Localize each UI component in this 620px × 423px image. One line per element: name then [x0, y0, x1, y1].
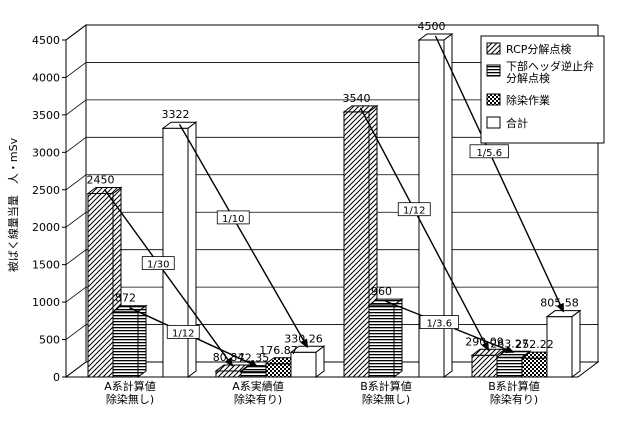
- bar: [367, 298, 404, 378]
- y-tick-label: 4500: [32, 34, 60, 47]
- ratio-label: 1/5.6: [476, 148, 502, 159]
- data-label: 176.87: [259, 344, 298, 357]
- x-tick-label: A系計算値: [104, 379, 156, 393]
- reduction-arrow: [359, 107, 490, 352]
- ratio-label: 1/10: [222, 214, 244, 225]
- data-label: 872: [115, 292, 136, 305]
- data-label: 72.35: [238, 352, 270, 365]
- y-tick-label: 2500: [32, 184, 60, 197]
- ratio-label: 1/12: [403, 206, 425, 217]
- data-label: 80.84: [213, 351, 245, 364]
- y-axis-label: 被ばく線量当量 人・mSv: [6, 137, 20, 272]
- y-tick-label: 0: [53, 371, 60, 384]
- y-tick-label: 3000: [32, 146, 60, 159]
- legend-entry: 合計: [486, 116, 528, 130]
- reduction-arrow: [103, 189, 234, 367]
- data-label: 3540: [343, 92, 371, 105]
- reduction-arrow: [434, 35, 565, 313]
- y-tick-label: 1500: [32, 259, 60, 272]
- y-tick-label: 500: [39, 334, 60, 347]
- data-label: 960: [371, 285, 392, 298]
- x-tick-label: 除染無し): [362, 392, 410, 406]
- y-axis: 0 500 1000 1500 2000 2500 3000 3500 4000 4500: [32, 34, 578, 384]
- x-tick-label: B系計算値: [488, 379, 540, 393]
- data-label: 805.58: [540, 297, 579, 310]
- x-tick-label: 除染無し): [106, 392, 154, 406]
- legend-label: 除染作業: [506, 93, 550, 107]
- legend-entry: 除染作業: [486, 93, 550, 107]
- reduction-ratio: 1/5.6: [469, 144, 509, 159]
- y-tick-label: 2000: [32, 221, 60, 234]
- data-label: 330.26: [284, 332, 323, 345]
- ratio-label: 1/12: [172, 328, 194, 339]
- data-label: 3322: [162, 108, 190, 121]
- x-tick-label: 除染有り): [234, 392, 282, 406]
- bar: [545, 309, 582, 378]
- reduction-ratio: 1/30: [141, 256, 175, 271]
- reduction-ratio: 1/12: [397, 202, 431, 217]
- data-label: 2450: [87, 174, 115, 187]
- x-tick-label: 除染有り): [490, 392, 538, 406]
- reduction-ratio: 1/10: [216, 210, 250, 225]
- legend-entry: RCP分解点検: [486, 42, 571, 56]
- ratio-label: 1/30: [147, 260, 169, 271]
- y-tick-label: 1000: [32, 296, 60, 309]
- x-tick-label: B系計算値: [360, 379, 412, 393]
- bar: [111, 304, 148, 378]
- y-tick-label: 3500: [32, 109, 60, 122]
- bar: [342, 104, 379, 378]
- data-label: 290.09: [465, 335, 504, 348]
- y-tick-label: 4000: [32, 71, 60, 84]
- ratio-label: 1/3.6: [426, 319, 452, 330]
- bar: [289, 345, 326, 378]
- x-tick-label: A系実績値: [232, 379, 284, 393]
- legend-label: 合計: [506, 116, 528, 130]
- reduction-arrow: [178, 123, 309, 349]
- reduction-ratio: 1/3.6: [419, 315, 459, 330]
- legend-label: RCP分解点検: [506, 42, 571, 56]
- legend-label: 下部ヘッダ逆止弁: [506, 59, 594, 73]
- data-label: 252.22: [515, 338, 554, 351]
- data-label: 4500: [418, 20, 446, 33]
- legend-label: 分解点検: [506, 71, 550, 85]
- data-label: 263.27: [490, 337, 529, 350]
- reduction-ratio-labels: 1/30 1/12 1/10 1/12 1/3.6 1/5.6: [141, 144, 509, 339]
- reduction-ratio: 1/12: [166, 325, 200, 339]
